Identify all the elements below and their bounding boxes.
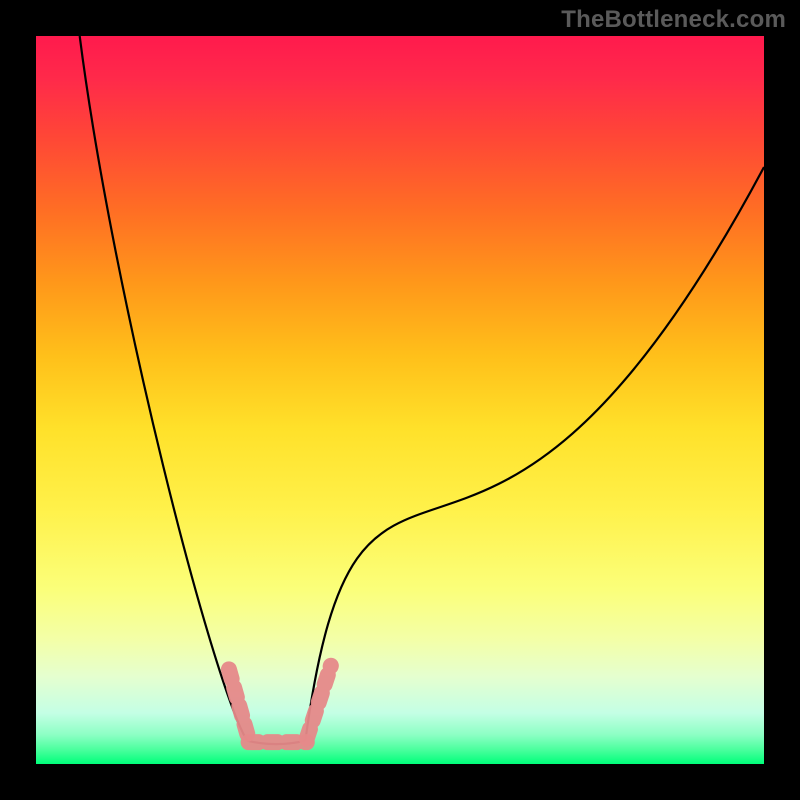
chart-plot-area bbox=[36, 36, 764, 764]
watermark-text: TheBottleneck.com bbox=[561, 6, 786, 34]
bottleneck-curve bbox=[36, 36, 764, 764]
curve-left-branch bbox=[80, 36, 247, 741]
curve-right-branch bbox=[305, 167, 764, 741]
trough-overlay-right bbox=[307, 666, 331, 739]
curve-trough bbox=[247, 741, 305, 744]
trough-overlay-left bbox=[229, 669, 249, 738]
